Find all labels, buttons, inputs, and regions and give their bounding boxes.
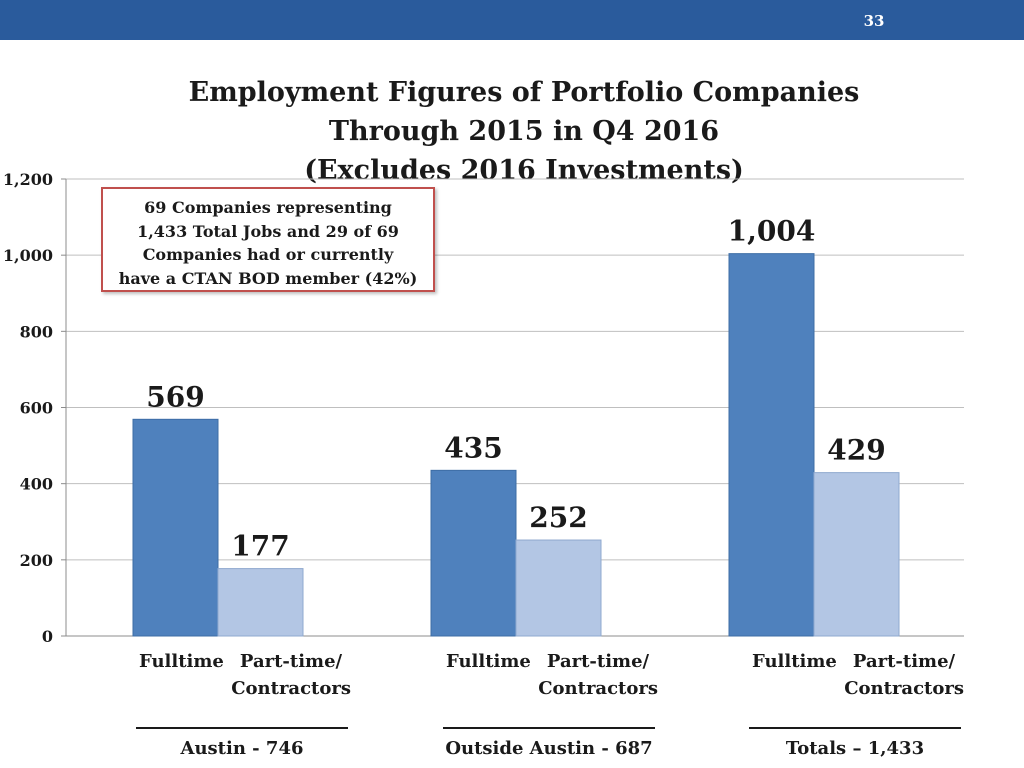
bar-parttime — [217, 568, 304, 637]
data-label: 252 — [529, 501, 587, 534]
data-label: 435 — [444, 431, 502, 464]
category-bar2-label: Part-time/ — [852, 651, 956, 672]
y-tick-label: 0 — [42, 627, 53, 646]
y-tick-label: 400 — [20, 475, 53, 494]
annotation-line: 1,433 Total Jobs and 29 of 69 — [137, 221, 399, 241]
category-bar2-label-line2: Contractors — [538, 678, 658, 699]
annotation-box: 69 Companies representing 1,433 Total Jo… — [101, 187, 435, 292]
y-tick-label: 1,200 — [3, 170, 53, 189]
annotation-line: 69 Companies representing — [144, 198, 392, 217]
category-divider — [749, 727, 961, 729]
category-divider — [136, 727, 348, 729]
data-label: 429 — [827, 434, 885, 467]
header-bar — [0, 0, 1024, 40]
category-totals: Fulltime Part-time/ Contractors Totals – … — [749, 648, 969, 759]
y-tick-label: 200 — [20, 551, 53, 570]
data-label: 177 — [231, 530, 289, 563]
annotation-line: Companies had or currently — [142, 245, 394, 264]
y-tick-label: 600 — [20, 399, 53, 418]
data-label: 1,004 — [728, 215, 816, 248]
annotation-line: have a CTAN BOD member (42%) — [118, 268, 418, 288]
category-group-label: Totals – 1,433 — [785, 738, 925, 759]
category-bar1-label: Fulltime — [139, 651, 224, 672]
category-bar2-label: Part-time/ — [546, 651, 650, 672]
y-tick-label: 800 — [20, 322, 53, 341]
category-bar2-label-line2: Contractors — [231, 678, 351, 699]
bar-parttime — [515, 539, 602, 637]
category-bar1-label: Fulltime — [752, 651, 837, 672]
bar-parttime — [813, 472, 900, 637]
bar-fulltime — [728, 253, 815, 637]
category-group-label: Outside Austin - 687 — [445, 738, 653, 759]
category-bar1-label: Fulltime — [446, 651, 531, 672]
chart-title-line-3: (Excludes 2016 Investments) — [304, 155, 744, 186]
y-tick-label: 1,000 — [3, 246, 53, 265]
category-divider — [443, 727, 655, 729]
category-bar2-label-line2: Contractors — [844, 678, 964, 699]
chart-title-line-1: Employment Figures of Portfolio Companie… — [188, 77, 860, 108]
page-number: 33 — [863, 12, 885, 30]
bar-fulltime — [430, 469, 517, 637]
category-group-label: Austin - 746 — [180, 738, 304, 759]
category-outside-austin: Fulltime Part-time/ Contractors Outside A… — [443, 648, 663, 759]
bar-fulltime — [132, 418, 219, 637]
chart-title-line-2: Through 2015 in Q4 2016 — [328, 116, 720, 147]
data-label: 569 — [146, 380, 204, 413]
category-bar2-label: Part-time/ — [239, 651, 343, 672]
category-austin: Fulltime Part-time/ Contractors Austin - … — [136, 648, 356, 759]
